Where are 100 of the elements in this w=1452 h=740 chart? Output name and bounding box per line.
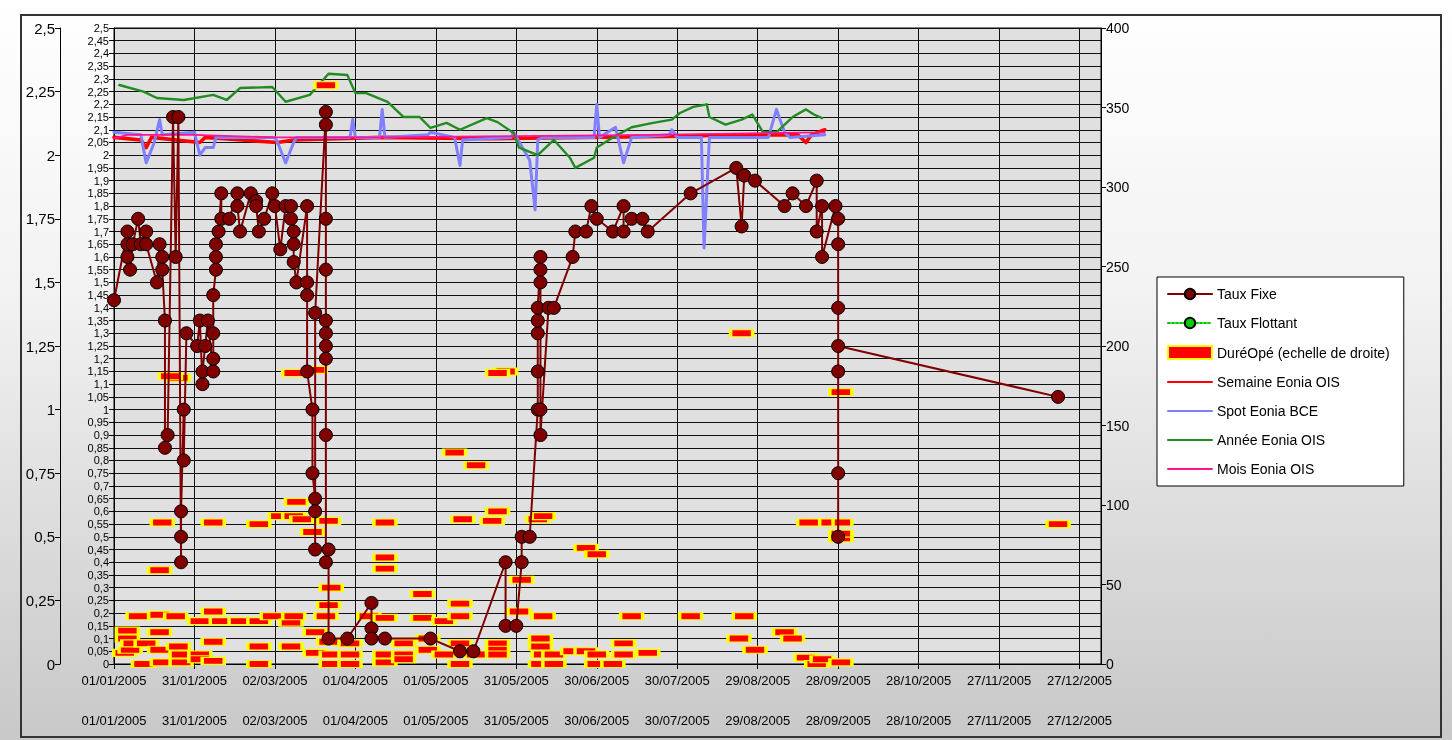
y-tick-label: 0,25 [25,591,55,609]
y3-tick-label: 1,9 [93,174,109,187]
x2-tick-label: 28/09/2005 [805,713,871,728]
y-tick-label: 1,5 [34,273,55,291]
legend-label: Taux Fixe [1217,286,1278,302]
x-tick-label: 30/07/2005 [644,673,710,688]
y2-tick-label: 350 [1106,99,1130,116]
y3-tick-label: 0,5 [93,530,109,543]
y3-tick-label: 1,3 [93,327,109,340]
x2-tick-label: 27/11/2005 [967,713,1032,728]
y3-tick-label: 2 [102,149,109,162]
y3-tick-label: 1,7 [93,225,109,238]
y3-tick-label: 1 [102,403,109,416]
legend-label: Année Eonia OIS [1217,432,1326,448]
y3-tick-label: 2,2 [93,98,109,111]
y3-tick-label: 0,55 [87,518,109,531]
x2-tick-label: 31/01/2005 [161,713,227,728]
legend-label: Mois Eonia OIS [1217,461,1315,477]
x-tick-label: 31/01/2005 [161,673,227,688]
y2-tick-label: 100 [1106,497,1130,513]
x-tick-label: 01/05/2005 [403,673,469,688]
x2-tick-label: 01/05/2005 [403,713,469,728]
y3-tick-label: 0,8 [93,454,109,467]
x-tick-label: 01/04/2005 [322,673,388,688]
x2-tick-label: 28/10/2005 [886,713,952,728]
y-tick-label: 2,25 [25,83,55,101]
x2-tick-label: 01/04/2005 [322,713,388,728]
legend-label: DuréOpé (echelle de droite) [1217,344,1390,361]
y3-tick-label: 0,65 [87,492,109,505]
x-tick-label: 27/11/2005 [967,673,1032,688]
y2-tick-label: 0 [1106,656,1114,672]
y3-tick-label: 2,5 [93,22,109,34]
x2-tick-label: 02/03/2005 [242,713,308,728]
x2-tick-label: 01/01/2005 [81,713,147,728]
x-tick-label: 31/05/2005 [483,673,549,688]
y-tick-label: 0 [46,655,55,673]
y3-tick-label: 0,75 [87,467,109,480]
y3-tick-label: 2,4 [93,47,109,60]
y3-tick-label: 2,1 [93,123,109,136]
y3-tick-label: 1,15 [87,365,109,378]
legend-label: Semaine Eonia OIS [1217,374,1340,390]
x-tick-label: 29/08/2005 [725,673,791,688]
y-tick-label: 1,75 [25,210,55,228]
y3-tick-label: 1,75 [87,212,109,225]
legend-label: Taux Flottant [1217,315,1298,331]
y-tick-label: 0,5 [34,528,55,546]
y3-tick-label: 1,1 [93,378,109,391]
y-tick-label: 1,25 [25,337,55,355]
y3-tick-label: 0,45 [87,543,109,556]
y3-tick-label: 0,6 [93,505,109,518]
y3-tick-label: 2,05 [87,136,109,149]
legend-label: Spot Eonia BCE [1217,403,1319,419]
y3-tick-label: 0,3 [93,581,109,594]
x2-tick-label: 31/05/2005 [483,713,549,728]
x2-tick-label: 30/07/2005 [644,713,710,728]
x-tick-label: 28/09/2005 [805,673,871,688]
y2-tick-label: 400 [1106,20,1130,36]
x-tick-label: 01/01/2005 [81,673,147,688]
y3-tick-label: 2,45 [87,34,109,47]
y3-tick-label: 0,2 [93,607,109,620]
y3-tick-label: 1,95 [87,161,109,174]
y3-tick-label: 1,8 [93,200,109,213]
y-tick-label: 1 [46,401,55,419]
x-tick-label: 30/06/2005 [564,673,630,688]
y3-tick-label: 0,7 [93,479,109,492]
x-tick-label: 02/03/2005 [242,673,308,688]
x2-tick-label: 29/08/2005 [725,713,791,728]
y-tick-label: 2,5 [34,19,55,37]
y3-tick-label: 1,65 [87,238,109,251]
y3-tick-label: 0,9 [93,429,109,442]
y3-tick-label: 1,35 [87,314,109,327]
y3-tick-label: 0,85 [87,441,109,454]
y3-tick-label: 1,5 [93,276,109,289]
y3-tick-label: 0 [102,658,109,670]
y2-tick-label: 200 [1106,338,1130,354]
y3-tick-label: 0,35 [87,568,109,581]
y2-tick-label: 50 [1106,576,1122,593]
y3-tick-label: 0,1 [93,632,109,645]
y3-tick-label: 2,15 [87,111,109,124]
y3-tick-label: 0,05 [87,645,109,658]
y3-tick-label: 2,3 [93,72,109,85]
y3-tick-label: 1,45 [87,289,109,302]
y3-tick-label: 1,05 [87,390,109,403]
y3-tick-label: 1,85 [87,187,109,200]
y3-tick-label: 2,35 [87,60,109,73]
x2-tick-label: 27/12/2005 [1047,713,1113,728]
y3-tick-label: 2,25 [87,85,109,98]
y-tick-label: 0,75 [25,464,55,482]
y2-tick-label: 300 [1106,179,1130,195]
y3-tick-label: 1,4 [93,301,109,314]
x-tick-label: 27/12/2005 [1047,673,1113,688]
y3-tick-label: 1,25 [87,340,109,352]
y3-tick-label: 1,2 [93,352,109,365]
y3-tick-label: 0,15 [87,619,109,632]
y3-tick-label: 0,25 [87,594,109,607]
line-series [113,131,826,140]
y2-tick-label: 150 [1106,417,1130,434]
x-tick-label: 28/10/2005 [886,673,952,688]
y3-tick-label: 1,6 [93,250,109,263]
y3-tick-label: 0,4 [93,556,109,569]
